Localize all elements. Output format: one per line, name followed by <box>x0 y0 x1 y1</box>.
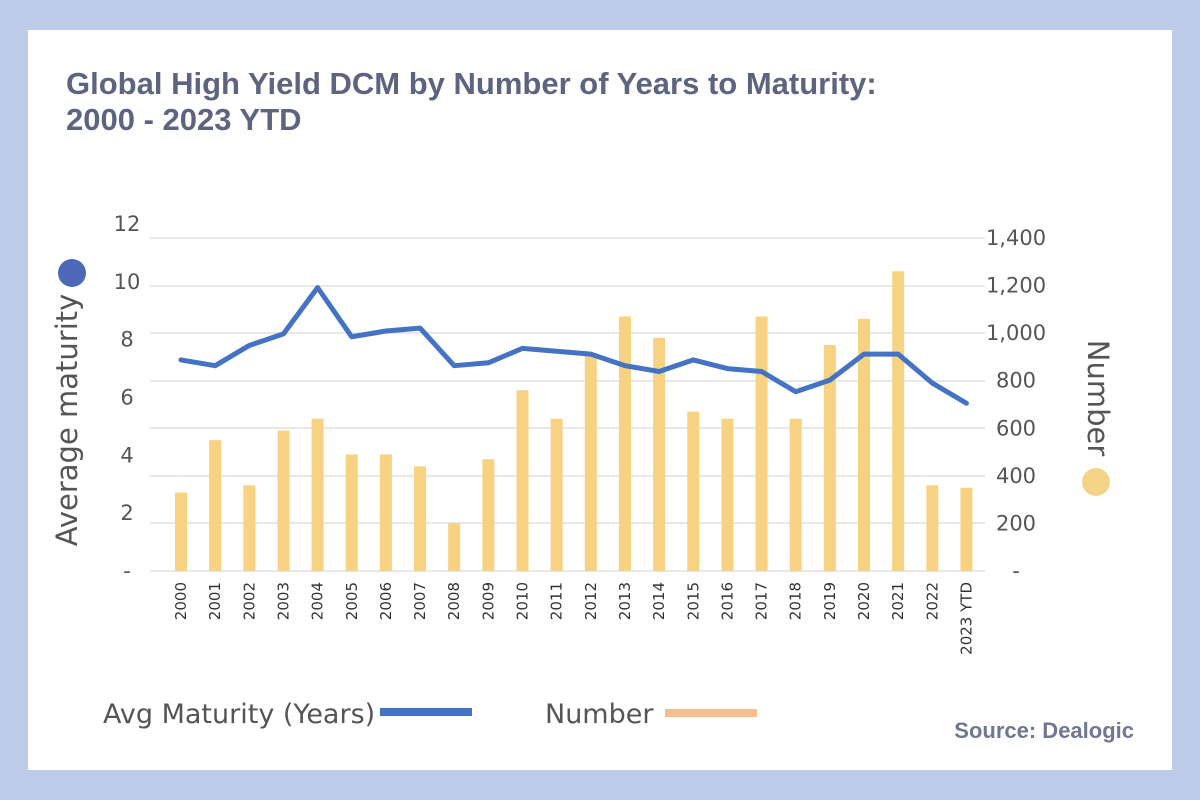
x-tick-2005: 2005 <box>343 582 361 620</box>
bar-2021 <box>892 271 905 571</box>
right-tick-6: 1,200 <box>986 274 1046 298</box>
x-tick-2006: 2006 <box>377 582 395 620</box>
legend-swatch-avg-maturity <box>380 708 472 716</box>
right-axis-title: Number <box>1081 340 1115 457</box>
x-axis-ticks: 2000 2001 2002 2003 2004 2005 2006 2007 2008 2009… <box>172 582 975 655</box>
x-tick-2021: 2021 <box>889 582 907 620</box>
chart-title-line2: 2000 - 2023 YTD <box>66 102 302 137</box>
chart-title: Global High Yield DCM by Number of Years… <box>66 66 966 138</box>
bar-2002 <box>243 485 256 571</box>
bar-2007 <box>414 466 427 571</box>
left-axis-title: Average maturity <box>50 294 84 547</box>
bar-2005 <box>345 454 358 571</box>
x-tick-2014: 2014 <box>650 582 668 620</box>
x-tick-2004: 2004 <box>309 582 327 620</box>
avg-maturity-line <box>178 285 969 406</box>
bar-2017 <box>755 316 768 571</box>
chart-card: Global High Yield DCM by Number of Years… <box>28 30 1172 770</box>
chart-title-line1: Global High Yield DCM by Number of Years… <box>66 66 877 101</box>
bar-series <box>175 271 973 571</box>
left-tick-2: 4 <box>120 443 133 467</box>
left-axis-marker <box>58 259 86 287</box>
x-tick-2018: 2018 <box>787 582 805 620</box>
x-tick-2020: 2020 <box>855 582 873 620</box>
bar-2013 <box>618 316 631 571</box>
bar-2011 <box>550 418 563 571</box>
bar-2000 <box>175 492 187 571</box>
right-tick-2: 400 <box>996 464 1036 488</box>
left-tick-4: 8 <box>120 328 133 352</box>
x-tick-2011: 2011 <box>548 582 566 620</box>
source-note: Source: Dealogic <box>954 718 1134 743</box>
x-tick-2019: 2019 <box>821 582 839 620</box>
left-tick-5: 10 <box>114 270 141 294</box>
left-tick-0: - <box>123 559 131 583</box>
left-tick-3: 6 <box>120 386 133 410</box>
x-tick-2016: 2016 <box>718 582 736 620</box>
x-tick-2007: 2007 <box>411 582 429 620</box>
bar-2009 <box>482 459 495 571</box>
bar-2022 <box>926 485 939 571</box>
x-tick-2009: 2009 <box>479 582 497 620</box>
x-tick-2002: 2002 <box>240 582 258 620</box>
bar-2012 <box>584 354 597 571</box>
legend: Avg Maturity (Years) Number <box>103 699 757 730</box>
legend-swatch-number <box>665 709 757 717</box>
x-tick-2010: 2010 <box>514 582 532 620</box>
line-series <box>178 285 969 406</box>
bar-2006 <box>379 454 392 571</box>
x-tick-2022: 2022 <box>923 582 941 620</box>
bar-2008 <box>448 523 461 571</box>
right-tick-3: 600 <box>996 416 1036 440</box>
right-tick-0: - <box>1012 559 1020 583</box>
bar-2001 <box>209 440 222 571</box>
right-tick-1: 200 <box>996 511 1036 535</box>
x-tick-2000: 2000 <box>172 582 190 620</box>
left-axis-ticks: - 2 4 6 8 10 12 <box>114 212 141 583</box>
right-axis-ticks: - 200 400 600 800 1,000 1,200 1,400 <box>986 226 1046 583</box>
x-tick-2001: 2001 <box>206 582 224 620</box>
right-tick-7: 1,400 <box>986 226 1046 250</box>
x-tick-2012: 2012 <box>582 582 600 620</box>
bar-2016 <box>721 418 734 571</box>
x-tick-2015: 2015 <box>684 582 702 620</box>
bar-2015 <box>687 411 700 571</box>
bar-2018 <box>789 418 802 571</box>
x-tick-2017: 2017 <box>753 582 771 620</box>
x-tick-2013: 2013 <box>616 582 634 620</box>
right-tick-5: 1,000 <box>986 321 1046 345</box>
bar-2023-ytd <box>960 487 973 571</box>
bar-2004 <box>311 418 324 571</box>
right-tick-4: 800 <box>996 369 1036 393</box>
left-tick-6: 12 <box>114 212 141 236</box>
left-tick-1: 2 <box>120 501 133 525</box>
bar-2014 <box>653 337 666 571</box>
x-tick-2023-ytd: 2023 YTD <box>957 582 975 655</box>
right-axis-marker <box>1082 468 1110 496</box>
legend-label-number: Number <box>545 699 654 730</box>
bar-2003 <box>277 430 290 571</box>
legend-label-avg-maturity: Avg Maturity (Years) <box>103 699 375 730</box>
bar-2019 <box>823 345 836 571</box>
bar-2010 <box>516 390 529 571</box>
x-tick-2003: 2003 <box>274 582 292 620</box>
x-tick-2008: 2008 <box>445 582 463 620</box>
bar-2020 <box>858 318 870 571</box>
